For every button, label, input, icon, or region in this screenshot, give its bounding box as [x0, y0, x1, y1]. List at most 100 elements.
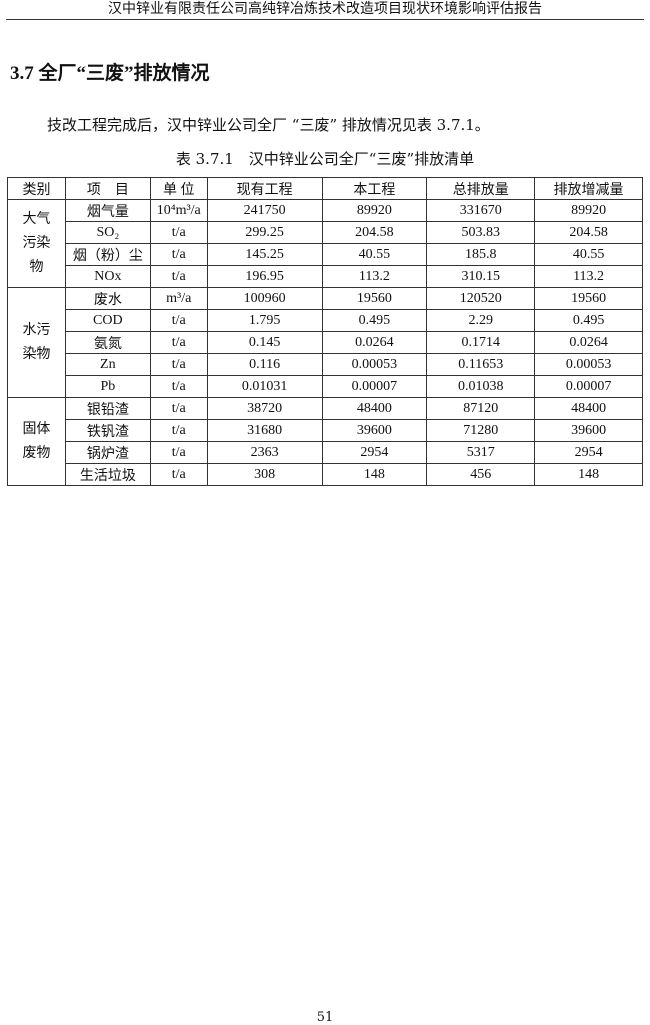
table-cell: 2.29 [426, 309, 536, 332]
page-number: 51 [316, 1010, 334, 1025]
table-caption: 表 3.7.1 汉中锌业公司全厂“三废”排放清单 [175, 150, 475, 168]
table-cell: 71280 [426, 419, 536, 442]
table-cell: 0.116 [206, 353, 323, 376]
table-cell: t/a [149, 243, 208, 266]
table-cell: t/a [149, 463, 208, 486]
table-cell: 39600 [321, 419, 428, 442]
table-row: 铁钒渣 t/a 31680 39600 71280 39600 [8, 419, 643, 442]
table-cell: COD [64, 309, 151, 332]
table-cell: t/a [149, 265, 208, 288]
table-cell: 烟（粉）尘 [64, 243, 151, 266]
table-cell: 0.00053 [321, 353, 428, 376]
table-cell: 生活垃圾 [64, 463, 151, 486]
table-cell: t/a [149, 397, 208, 420]
table-cell: 1.795 [206, 309, 323, 332]
table-cell: 2954 [321, 441, 428, 464]
table-cell: t/a [149, 353, 208, 376]
table-cell: 0.495 [534, 309, 643, 332]
table-cell: m³/a [149, 287, 208, 310]
table-cell: 38720 [206, 397, 323, 420]
table-row: 生活垃圾 t/a 308 148 456 148 [8, 463, 643, 486]
table-cell: 308 [206, 463, 323, 486]
table-cell: 89920 [321, 199, 428, 222]
table-cell: 48400 [534, 397, 643, 420]
table-cell: 196.95 [206, 265, 323, 288]
table-cell: 39600 [534, 419, 643, 442]
table-cell: 148 [534, 463, 643, 486]
table-cell: t/a [149, 441, 208, 464]
table-cell: 310.15 [426, 265, 536, 288]
table-cell: 2363 [206, 441, 323, 464]
table-cell: 503.83 [426, 221, 536, 244]
table-cell: 331670 [426, 199, 536, 222]
emissions-table: 类别项 目单 位现有工程 本工程 总排放量 排放增减量 大气污染物 烟气量 10⁴m³/a… [7, 177, 643, 486]
table-cell: 40.55 [534, 243, 643, 266]
column-header: 总排放量 [426, 177, 536, 200]
category-cell: 水污染物 [7, 287, 66, 398]
table-row: 锅炉渣 t/a 2363 2954 5317 2954 [8, 441, 643, 464]
table-cell: 0.00053 [534, 353, 643, 376]
category-cell: 大气污染物 [7, 199, 66, 288]
header-divider [6, 19, 644, 20]
table-cell: Pb [64, 375, 151, 398]
column-header: 现有工程 [206, 177, 323, 200]
table-cell: 113.2 [321, 265, 428, 288]
table-cell: 456 [426, 463, 536, 486]
category-label: 固体废物 [22, 421, 51, 461]
column-header: 排放增减量 [534, 177, 643, 200]
table-row: 氨氮 t/a 0.145 0.0264 0.1714 0.0264 [8, 331, 643, 354]
table-cell: 锅炉渣 [64, 441, 151, 464]
table-cell: 204.58 [534, 221, 643, 244]
table-cell: 40.55 [321, 243, 428, 266]
table-cell: 241750 [206, 199, 323, 222]
table-cell: 烟气量 [64, 199, 151, 222]
table-cell: 0.01038 [426, 375, 536, 398]
table-row: 固体废物 银铅渣 t/a 38720 48400 87120 48400 [7, 397, 643, 486]
table-row: 烟（粉）尘 t/a 145.25 40.55 185.8 40.55 [8, 243, 643, 266]
table-cell: 120520 [426, 287, 536, 310]
table-cell: 铁钒渣 [64, 419, 151, 442]
table-cell: 废水 [64, 287, 151, 310]
column-header: 类别 [7, 177, 66, 200]
table-cell: 0.0264 [534, 331, 643, 354]
table-cell: 87120 [426, 397, 536, 420]
category-label: 大气污染物 [22, 211, 51, 275]
table-cell: 0.00007 [534, 375, 643, 398]
table-cell: 氨氮 [64, 331, 151, 354]
table-cell: 10⁴m³/a [149, 199, 208, 222]
body-paragraph: 技改工程完成后，汉中锌业公司全厂 “三废” 排放情况见表 3.7.1。 [47, 116, 490, 134]
table-cell: 0.145 [206, 331, 323, 354]
table-cell: 5317 [426, 441, 536, 464]
table-cell: 185.8 [426, 243, 536, 266]
table-cell: 0.1714 [426, 331, 536, 354]
table-cell: 0.0264 [321, 331, 428, 354]
table-cell: 2954 [534, 441, 643, 464]
table-cell: 31680 [206, 419, 323, 442]
table-row: NOx t/a 196.95 113.2 310.15 113.2 [8, 265, 643, 288]
table-header-row: 类别项 目单 位现有工程 本工程 总排放量 排放增减量 [7, 177, 643, 200]
table-cell: 89920 [534, 199, 643, 222]
table-cell: 19560 [321, 287, 428, 310]
table-row: COD t/a 1.795 0.495 2.29 0.495 [8, 309, 643, 332]
table-cell: 银铅渣 [64, 397, 151, 420]
table-cell: 145.25 [206, 243, 323, 266]
table-cell: t/a [149, 375, 208, 398]
column-header: 单 位 [149, 177, 208, 200]
table-cell: 0.01031 [206, 375, 323, 398]
table-cell: 0.11653 [426, 353, 536, 376]
table-cell: t/a [149, 309, 208, 332]
running-header: 汉中锌业有限责任公司高纯锌冶炼技术改造项目现状环境影响评估报告 [108, 1, 542, 17]
table-cell: 299.25 [206, 221, 323, 244]
table-row: 水污染物 废水 m³/a 100960 19560 120520 19560 [7, 287, 643, 398]
table-cell: 113.2 [534, 265, 643, 288]
table-row: Zn t/a 0.116 0.00053 0.11653 0.00053 [8, 353, 643, 376]
table-cell: t/a [149, 419, 208, 442]
table-cell: t/a [149, 221, 208, 244]
section-title: 3.7 全厂“三废”排放情况 [10, 63, 210, 84]
table-row: SO₂ t/a 299.25 204.58 503.83 204.58 [8, 221, 643, 244]
table-cell: 48400 [321, 397, 428, 420]
table-row: Pb t/a 0.01031 0.00007 0.01038 0.00007 [8, 375, 643, 398]
table-cell: SO₂ [64, 221, 151, 244]
table-cell: 19560 [534, 287, 643, 310]
table-cell: Zn [64, 353, 151, 376]
